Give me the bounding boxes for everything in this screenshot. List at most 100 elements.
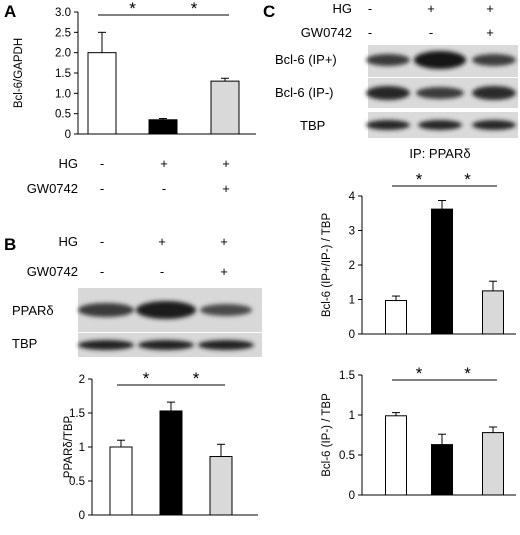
blot-bands-tbp — [366, 120, 516, 130]
condition-value: - — [100, 264, 104, 279]
blot-band — [416, 87, 464, 99]
blot-label-tbp: TBP — [300, 118, 325, 133]
condition-value: + — [220, 234, 228, 249]
y-axis-label: Bcl-6 (IP-) / TBP — [321, 393, 333, 477]
condition-value: + — [427, 1, 435, 16]
y-tick-label: 4 — [349, 191, 356, 203]
y-tick-label: 0.5 — [69, 476, 85, 488]
bar — [385, 415, 407, 496]
blot-band — [366, 86, 410, 100]
condition-value: + — [486, 25, 494, 40]
condition-value: + — [222, 156, 230, 171]
panel-letter-c: C — [263, 2, 275, 21]
blot-band — [414, 51, 466, 69]
panel-letter-b: B — [4, 235, 16, 254]
significance-star: * — [129, 0, 136, 18]
blot-bands-ip-plus — [366, 51, 516, 69]
bar — [482, 290, 504, 335]
y-tick-label: 1.5 — [339, 370, 355, 382]
blot-band — [472, 120, 516, 130]
y-tick-label: 1.5 — [55, 68, 71, 80]
y-tick-label: 3 — [349, 226, 355, 238]
bar — [148, 119, 178, 135]
condition-value: - — [160, 264, 164, 279]
y-tick-label: 1.0 — [55, 88, 71, 100]
panel-c-conditions: HG - + + GW0742 - - + — [301, 1, 494, 40]
blot-band — [138, 340, 194, 350]
chart-c2: 0 0.5 1 1.5 Bcl-6 (IP-) / TBP * * — [321, 364, 516, 502]
blot-band — [418, 120, 462, 130]
significance-star: * — [416, 364, 423, 383]
bar — [159, 410, 183, 516]
y-tick-label: 0 — [79, 510, 85, 522]
significance-star: * — [464, 170, 471, 189]
condition-value: - — [368, 25, 372, 40]
chart-a: 0 0.5 1.0 1.5 2.0 2.5 3.0 Bcl-6/GAPDH * * — [13, 0, 256, 141]
condition-label-gw0742: GW0742 — [27, 181, 78, 196]
bar — [385, 300, 407, 335]
blot-band — [366, 120, 410, 130]
condition-label-hg: HG — [59, 156, 79, 171]
blot-label-bcl6-ip-plus: Bcl-6 (IP+) — [275, 52, 337, 67]
bar — [210, 80, 240, 135]
bar — [87, 52, 117, 135]
bar — [431, 208, 453, 335]
y-axis-label: Bcl-6/GAPDH — [13, 38, 25, 108]
y-tick-label: 0.5 — [339, 450, 355, 462]
condition-label-hg: HG — [333, 1, 353, 16]
y-tick-label: 1.5 — [69, 408, 85, 420]
blot-bands-tbp — [78, 340, 254, 350]
condition-value: - — [429, 25, 433, 40]
significance-star: * — [193, 369, 200, 388]
blot-label-bcl6-ip-minus: Bcl-6 (IP-) — [275, 85, 334, 100]
condition-value: + — [220, 264, 228, 279]
y-tick-label: 2 — [79, 374, 85, 386]
blot-band — [366, 54, 410, 66]
significance-star: * — [143, 369, 150, 388]
blot-bands-ppard — [78, 301, 252, 319]
condition-label-gw0742: GW0742 — [301, 25, 352, 40]
y-tick-label: 1 — [349, 295, 355, 307]
significance-star: * — [416, 170, 423, 189]
blot-band — [78, 303, 134, 317]
condition-value: + — [160, 156, 168, 171]
blot-band — [200, 304, 252, 316]
blot-band — [136, 301, 196, 319]
y-tick-label: 2.5 — [55, 27, 71, 39]
condition-value: - — [368, 1, 372, 16]
condition-value: - — [162, 181, 166, 196]
blot-bands-ip-minus — [366, 86, 516, 100]
panel-a-conditions: HG - + + GW0742 - - + — [27, 156, 230, 196]
significance-star: * — [191, 0, 198, 18]
bar — [109, 446, 133, 516]
condition-value: + — [158, 234, 166, 249]
panel-b-blots: PPARδ TBP — [12, 288, 262, 357]
condition-value: + — [222, 181, 230, 196]
blot-label-ppard: PPARδ — [12, 303, 54, 318]
bar — [209, 456, 233, 516]
condition-value: + — [486, 1, 494, 16]
ip-label: IP: PPARδ — [409, 146, 470, 161]
y-axis-label: Bcl-6 (IP+/IP-) / TBP — [321, 213, 333, 318]
y-axis-label: PPARδ/TBP — [63, 415, 75, 478]
chart-b: 0 0.5 1 1.5 2 PPARδ/TBP * * — [63, 369, 258, 522]
blot-label-tbp: TBP — [12, 336, 37, 351]
blot-band — [472, 54, 516, 66]
y-tick-label: 1 — [349, 410, 355, 422]
y-tick-label: 1 — [79, 442, 85, 454]
panel-c-blots: Bcl-6 (IP+) Bcl-6 (IP-) TBP IP: PPARδ — [275, 45, 518, 161]
condition-label-gw0742: GW0742 — [27, 264, 78, 279]
significance-star: * — [464, 364, 471, 383]
chart-c1: 0 1 2 3 4 Bcl-6 (IP+/IP-) / TBP * * — [321, 170, 516, 341]
blot-band — [78, 340, 134, 350]
y-tick-label: 3.0 — [55, 7, 71, 19]
condition-label-hg: HG — [59, 234, 79, 249]
condition-value: - — [100, 156, 104, 171]
blot-band — [198, 340, 254, 350]
y-tick-label: 2.0 — [55, 48, 71, 60]
y-tick-label: 0.5 — [55, 109, 71, 121]
y-tick-label: 0 — [349, 490, 355, 502]
blot-band — [472, 86, 516, 100]
panel-b-conditions: HG - + + GW0742 - - + — [27, 234, 228, 279]
